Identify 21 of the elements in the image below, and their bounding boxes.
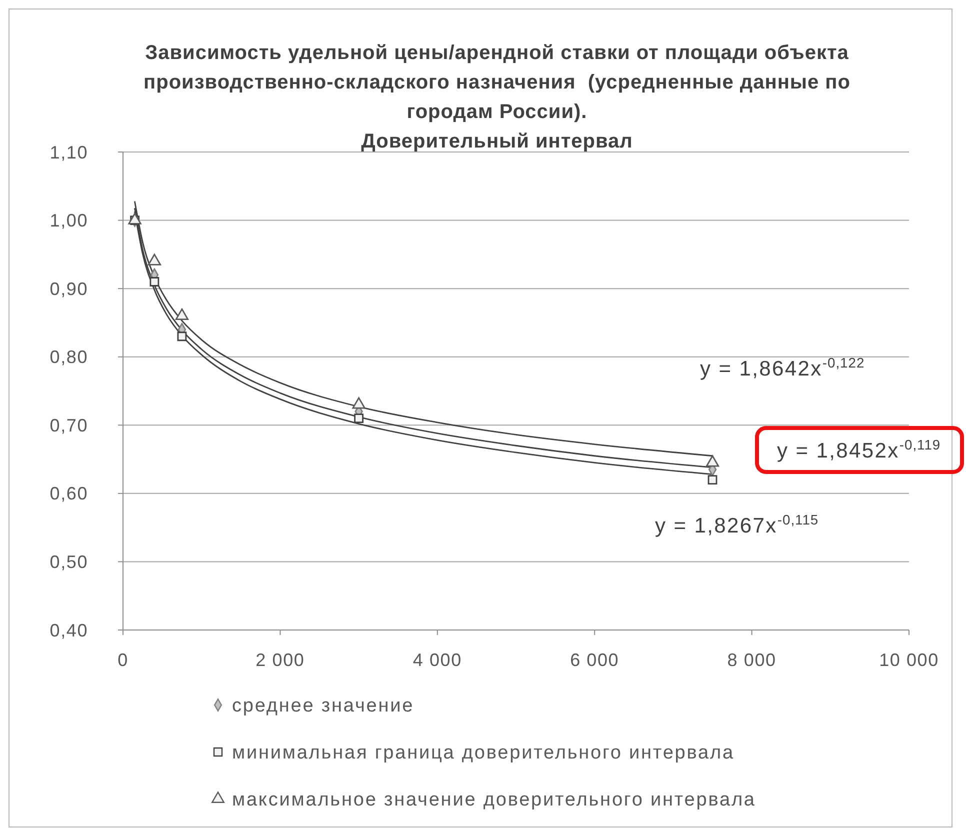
y-tick-label: 0,50 [50, 552, 88, 572]
legend-label: среднее значение [232, 696, 414, 717]
annotation: y = 1,8642x$^{-0,122}$ [700, 354, 865, 380]
x-tick-label: 6 000 [570, 650, 620, 670]
chart-title: Зависимость удельной цены/арендной ставки от площади объекта производственно-складского назначения (усредненные данные по городам России). Доверительный интервал [144, 42, 850, 152]
x-tick-label: 4 000 [412, 650, 462, 670]
y-tick-label: 1,00 [50, 210, 88, 231]
y-tick-label: 1,10 [50, 142, 88, 162]
y-tick-label: 0,60 [50, 484, 88, 504]
y-tick-label: 0,70 [50, 415, 88, 436]
annotation: y = 1,8452x$^{-0,119}$ [777, 436, 941, 462]
x-tick-label: 0 [118, 650, 128, 670]
y-tick-label: 0,80 [50, 347, 88, 368]
x-tick-label: 8 000 [727, 650, 776, 670]
x-tick-label: 10 000 [879, 650, 939, 670]
x-tick-label: 2 000 [256, 650, 305, 670]
y-tick-label: 0,90 [50, 278, 88, 299]
legend-label: максимальное значение доверительного интервала [232, 790, 756, 811]
annotation: y = 1,8267x$^{-0,115}$ [655, 511, 819, 538]
legend-label: минимальная граница доверительного интервала [232, 742, 734, 764]
y-tick-label: 0,40 [50, 620, 88, 640]
